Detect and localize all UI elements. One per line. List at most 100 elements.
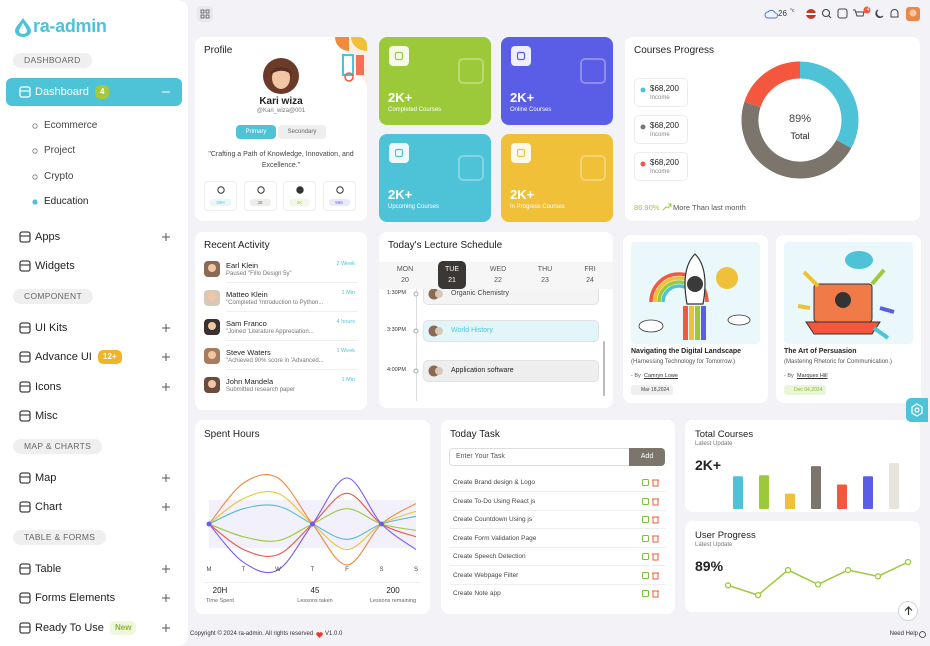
sub-nav-item[interactable]: Ecommerce: [44, 120, 98, 131]
sub-nav-item[interactable]: Project: [44, 145, 76, 157]
day-date[interactable]: 22: [494, 277, 502, 284]
menu-button[interactable]: [197, 6, 213, 22]
temperature-unit: °c: [790, 8, 795, 14]
sub-nav-item[interactable]: Crypto: [44, 170, 74, 182]
activity-avatar: [204, 261, 220, 277]
blog-title: The Art of Persuasion: [784, 348, 857, 355]
arrow: [802, 270, 820, 288]
nav-item[interactable]: Dashboard: [35, 86, 89, 98]
icon-shape: [256, 186, 265, 194]
task-item: Create Note app: [453, 590, 501, 597]
help-link[interactable]: Need Help: [889, 631, 918, 637]
icon-shape: [458, 58, 484, 84]
nav-item-active-bg: [6, 78, 182, 106]
blog-author[interactable]: Marques Hill: [797, 373, 828, 379]
timeline-line: [416, 289, 417, 401]
divider: [450, 583, 666, 585]
nav-badge: 4: [95, 85, 110, 99]
legend-label: Income: [650, 169, 670, 175]
sub-nav-item[interactable]: Education: [44, 195, 89, 207]
input-placeholder: Enter Your Task: [456, 453, 505, 460]
nav-item[interactable]: UI Kits: [35, 321, 68, 334]
nav-icon: [19, 86, 31, 98]
progress-point: [754, 591, 762, 599]
tab-primary[interactable]: Primary: [236, 125, 276, 139]
bar: [785, 493, 795, 509]
icon-shape: [919, 631, 926, 638]
rocket-trail: [701, 306, 706, 340]
day-name[interactable]: FRI: [584, 266, 596, 273]
day-name[interactable]: THU: [537, 266, 553, 273]
icon-shape: [19, 381, 31, 393]
tab-secondary[interactable]: Secondary: [278, 125, 326, 139]
arrow: [879, 306, 895, 314]
day-date[interactable]: 21: [448, 277, 456, 284]
day-date[interactable]: 23: [541, 277, 549, 284]
bubble: [845, 251, 873, 269]
nav-item[interactable]: Misc: [35, 410, 58, 423]
event-title: World History: [451, 327, 493, 334]
line-chart: [724, 558, 912, 599]
timeline-dot: [413, 291, 419, 297]
bar-chart: [733, 463, 899, 509]
event-pill[interactable]: World History: [423, 320, 599, 342]
legend-dot: [640, 161, 646, 167]
divider: [450, 546, 666, 548]
day-date[interactable]: 24: [586, 277, 594, 284]
event-pill[interactable]: Application software: [423, 360, 599, 382]
day-date[interactable]: 20: [401, 277, 409, 284]
legend-value: $68,200: [650, 158, 679, 167]
event-title: Organic Chemistry: [451, 290, 509, 297]
trend-icon: [662, 203, 672, 211]
task-input[interactable]: Enter Your Task: [449, 448, 631, 466]
nav-item[interactable]: Apps: [35, 230, 61, 243]
day-name[interactable]: TUE: [445, 266, 459, 273]
stat-card-watermark: [580, 155, 606, 181]
stat-card-value: 2K+: [510, 90, 535, 105]
icon-shape: [19, 86, 31, 98]
nav-icon: [19, 472, 31, 484]
rocket-trail: [683, 306, 688, 340]
delete-icon: [652, 516, 659, 524]
add-button[interactable]: Add: [629, 448, 665, 466]
illustration: [797, 251, 895, 340]
card-title: User Progress: [695, 530, 756, 541]
event-avatar: [428, 365, 443, 377]
activity-name: John Mandela: [226, 377, 274, 386]
nav-item[interactable]: Map: [35, 471, 57, 484]
flag-icon: [806, 13, 816, 15]
blog-author[interactable]: Camryn Lowe: [644, 373, 678, 379]
settings-button[interactable]: [906, 398, 928, 422]
event-avatar: [428, 289, 443, 300]
nav-item[interactable]: Advance UI: [35, 351, 92, 364]
nav-item[interactable]: Widgets: [35, 260, 75, 273]
weather-icon: [764, 9, 778, 19]
blog-subtitle: (Mastering Rhetoric for Communication.): [784, 359, 893, 365]
day-name[interactable]: WED: [489, 266, 507, 273]
nav-item[interactable]: Table: [35, 562, 62, 575]
spent-hours-card: Spent Hours M T W T F S S 20H Time Spent 45 Lessons…: [195, 420, 430, 614]
deco-shape: [313, 37, 367, 85]
day-name[interactable]: MON: [396, 266, 414, 273]
sub-nav-dot: [32, 123, 38, 129]
blog-by: - By: [784, 373, 794, 379]
nav-item[interactable]: Icons: [35, 380, 62, 393]
icon-shape: [19, 351, 31, 364]
scroll-top-button[interactable]: [898, 601, 918, 621]
edit-icon: [642, 590, 649, 597]
expand-icon: [162, 473, 170, 482]
stat-value: 38: [249, 199, 271, 206]
stat-card: 2K+ Upcoming Courses: [379, 134, 491, 222]
nav-icon: [19, 381, 31, 393]
nav-item[interactable]: Ready To Use: [35, 621, 104, 634]
profile-stat: 566: [322, 181, 356, 211]
nav-item[interactable]: Forms Elements: [35, 592, 116, 605]
nav-item[interactable]: Chart: [35, 501, 62, 514]
icon-shape: [19, 501, 31, 514]
event-pill[interactable]: Organic Chemistry: [423, 289, 599, 305]
arrow: [870, 268, 886, 286]
help-icon: [919, 631, 926, 638]
profile-decoration: [313, 37, 367, 85]
scrollbar: [603, 341, 605, 396]
